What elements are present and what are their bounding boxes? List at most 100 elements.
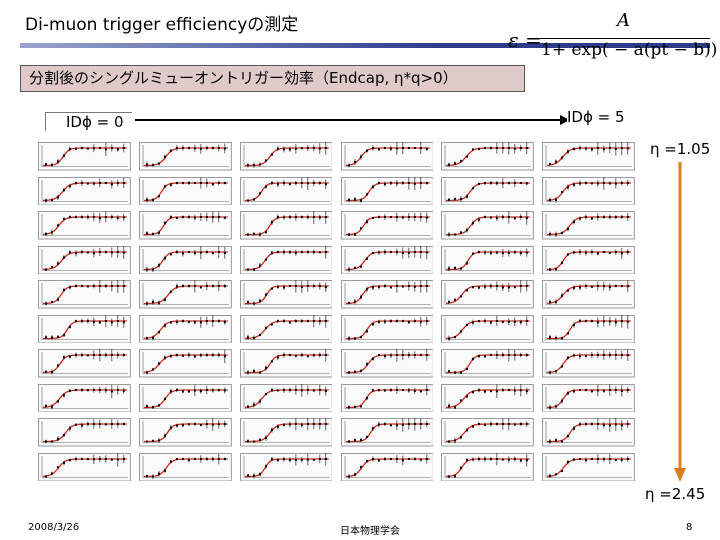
- data-point: [80, 354, 83, 356]
- data-point: [401, 181, 404, 184]
- data-point: [62, 356, 65, 359]
- plot-axes: [545, 214, 632, 236]
- plot-axes: [445, 352, 532, 374]
- data-point: [579, 457, 582, 460]
- data-point: [567, 356, 570, 359]
- subtitle-box: 分割後のシングルミューオントリガー効率（Endcap, η*q>0）: [20, 65, 525, 92]
- data-point: [258, 472, 261, 475]
- fit-curve: [244, 250, 329, 270]
- data-point: [555, 160, 558, 163]
- data-point: [151, 300, 154, 303]
- fit-curve: [345, 147, 430, 166]
- data-point: [306, 250, 309, 253]
- data-point: [609, 424, 612, 427]
- data-point: [621, 181, 624, 184]
- data-point: [110, 458, 113, 461]
- data-point: [448, 198, 451, 201]
- data-point: [318, 423, 321, 425]
- fit-curve: [547, 181, 631, 201]
- plot-frame: [340, 245, 434, 274]
- data-point: [347, 371, 350, 374]
- data-point: [187, 320, 190, 323]
- plot-axes: [344, 145, 431, 167]
- data-point: [377, 285, 380, 288]
- efficiency-plot: [340, 314, 434, 343]
- data-point: [92, 285, 95, 287]
- data-point: [365, 329, 368, 332]
- plot-axes: [344, 352, 431, 374]
- data-point: [549, 198, 552, 201]
- fit-curve: [43, 423, 127, 443]
- data-point: [448, 404, 451, 407]
- data-point: [318, 181, 321, 184]
- data-point: [520, 388, 523, 391]
- data-point: [217, 457, 220, 460]
- data-point: [68, 216, 71, 218]
- data-point: [555, 233, 558, 236]
- plot-axes: [545, 455, 632, 478]
- data-point: [116, 250, 119, 253]
- data-point: [609, 319, 612, 322]
- data-point: [484, 216, 487, 218]
- data-point: [585, 285, 588, 287]
- plot-axes: [545, 283, 632, 305]
- data-point: [92, 423, 95, 425]
- data-point: [246, 335, 249, 338]
- data-point: [312, 216, 315, 218]
- data-point: [407, 388, 410, 391]
- data-point: [419, 285, 422, 287]
- data-point: [98, 320, 101, 323]
- data-point: [258, 333, 261, 336]
- plot-axes: [545, 421, 632, 443]
- data-point: [270, 221, 273, 224]
- data-point: [520, 251, 523, 254]
- efficiency-plot: [542, 280, 635, 309]
- data-point: [86, 181, 89, 184]
- data-point: [110, 354, 113, 356]
- data-point: [169, 252, 172, 255]
- data-point: [478, 355, 481, 358]
- data-point: [347, 440, 350, 443]
- data-point: [74, 457, 77, 460]
- data-point: [579, 355, 582, 358]
- data-point: [448, 370, 451, 373]
- data-point: [288, 216, 291, 218]
- plot-frame: [441, 142, 535, 171]
- data-point: [181, 354, 184, 357]
- efficiency-plot: [542, 383, 635, 412]
- data-point: [526, 147, 529, 149]
- plot-axes: [445, 248, 532, 271]
- data-point: [520, 147, 523, 149]
- data-point: [312, 250, 315, 253]
- data-point: [460, 295, 463, 298]
- data-point: [169, 183, 172, 186]
- plot-axes: [243, 145, 330, 167]
- data-point: [615, 285, 618, 287]
- data-point: [44, 268, 47, 270]
- plot-axes: [445, 179, 532, 202]
- data-point: [579, 181, 582, 184]
- data-point: [425, 423, 428, 425]
- data-point: [561, 469, 564, 472]
- data-point: [306, 285, 309, 287]
- data-point: [359, 405, 362, 408]
- data-point: [353, 233, 356, 236]
- data-point: [246, 473, 249, 476]
- data-point: [318, 250, 321, 253]
- data-point: [407, 251, 410, 254]
- efficiency-plot: [542, 452, 635, 481]
- data-point: [353, 473, 356, 476]
- data-point: [585, 181, 588, 184]
- plot-axes: [243, 455, 330, 478]
- efficiency-plot: [542, 349, 635, 378]
- data-point: [282, 286, 285, 289]
- data-point: [567, 331, 570, 334]
- data-point: [181, 457, 184, 460]
- data-point: [276, 388, 279, 391]
- data-point: [44, 475, 47, 477]
- data-point: [300, 388, 303, 391]
- data-point: [151, 198, 154, 201]
- data-point: [169, 290, 172, 293]
- plot-frame: [340, 383, 434, 412]
- slide-title: Di-muon trigger efficiencyの測定: [25, 15, 299, 35]
